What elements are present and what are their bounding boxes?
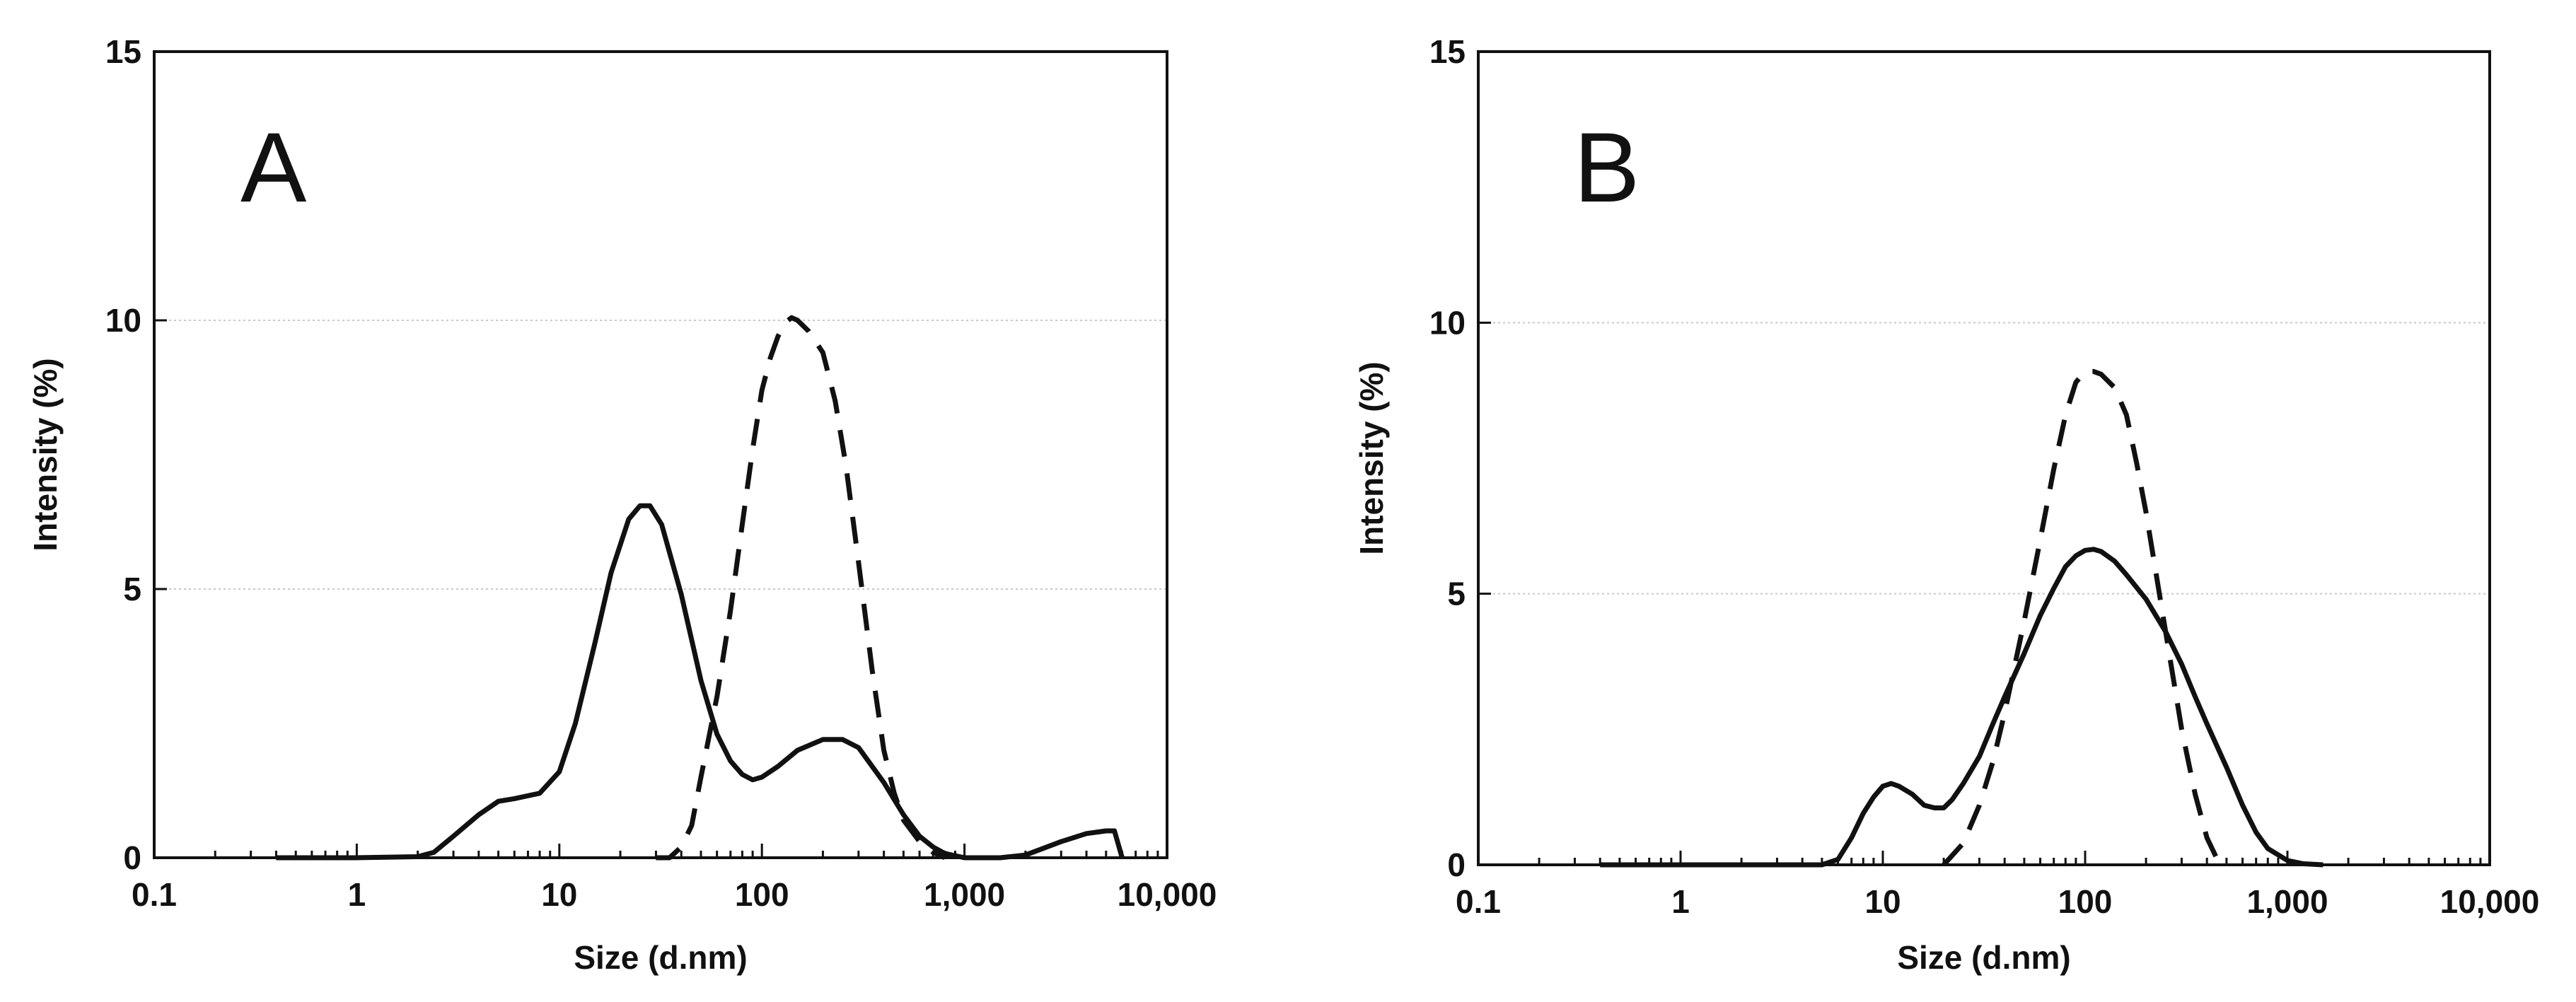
y-tick-label: 10: [1429, 304, 1466, 341]
chart-panel-b: 0.1 1 10 100 1,000 10,000 0 5 10 15 B Size (d.nm) In…: [1353, 33, 2539, 976]
x-tick-label: 1,000: [2246, 883, 2328, 920]
panel-letter: B: [1574, 112, 1640, 223]
panel-letter: A: [240, 112, 307, 223]
chart-panel-a: 0.1 1 10 100 1,000 10,000 0 5 10 15 A Size (d.nm) In…: [27, 33, 1217, 976]
x-tick-label: 0.1: [1456, 883, 1501, 920]
x-axis-title: Size (d.nm): [1897, 939, 2070, 976]
solid-series-line: [1600, 547, 2323, 868]
x-tick-label: 10,000: [2440, 883, 2540, 920]
x-tick-label: 100: [2058, 883, 2113, 920]
y-axis-title: Intensity (%): [1353, 361, 1390, 554]
y-tick-label: 10: [105, 302, 141, 339]
y-tick-label: 15: [105, 33, 141, 70]
x-tick-label: 100: [735, 876, 789, 913]
x-tick-label: 0.1: [132, 876, 177, 913]
y-tick-label: 5: [123, 571, 141, 607]
dashed-series-line: [656, 315, 946, 861]
y-tick-label: 5: [1447, 576, 1466, 612]
plot-frame: [1477, 50, 2491, 866]
x-tick-label: 10: [541, 876, 577, 913]
y-axis-title: Intensity (%): [27, 358, 64, 551]
y-tick-label: 0: [123, 839, 141, 876]
x-tick-label: 10,000: [1118, 876, 1217, 913]
x-tick-label: 1,000: [924, 876, 1005, 913]
dashed-series-line: [1942, 368, 2228, 868]
x-axis-title: Size (d.nm): [574, 939, 747, 976]
solid-series-line: [276, 503, 1125, 861]
x-tick-label: 1: [1671, 883, 1690, 920]
x-tick-label: 1: [348, 876, 366, 913]
x-tick-label: 10: [1864, 883, 1901, 920]
y-tick-label: 15: [1429, 33, 1466, 70]
y-tick-label: 0: [1447, 846, 1466, 883]
